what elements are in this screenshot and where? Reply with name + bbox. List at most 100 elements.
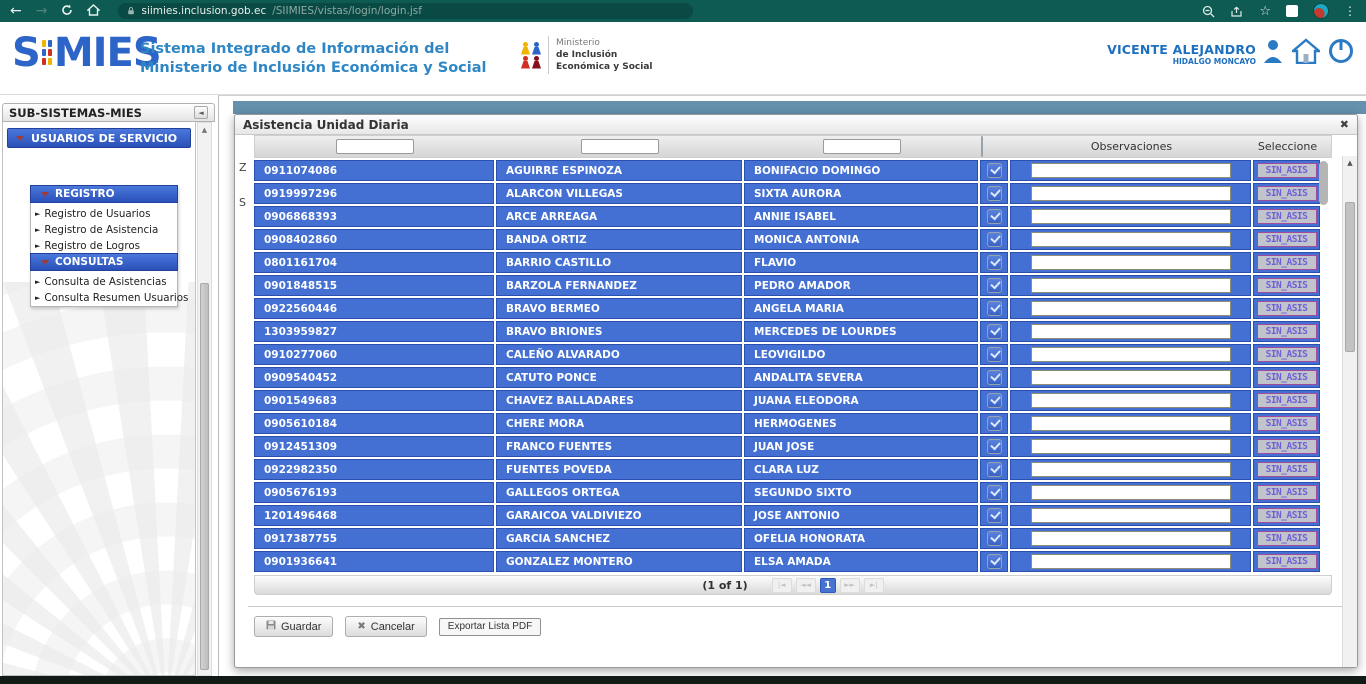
forward-icon[interactable]: → <box>35 3 48 19</box>
attendance-checkbox[interactable] <box>986 324 1002 339</box>
attendance-checkbox[interactable] <box>986 508 1002 523</box>
observacion-input[interactable] <box>1031 255 1231 270</box>
attendance-checkbox[interactable] <box>986 485 1002 500</box>
attendance-checkbox[interactable] <box>986 554 1002 569</box>
observacion-input[interactable] <box>1031 324 1231 339</box>
profile-icon[interactable] <box>1262 38 1284 68</box>
menu-item[interactable]: ► Registro de Logros <box>31 238 177 254</box>
observacion-input[interactable] <box>1031 485 1231 500</box>
estado-button[interactable]: SIN_ASIS <box>1256 255 1317 270</box>
sidebar-scrollbar-thumb[interactable] <box>200 283 209 670</box>
observacion-input[interactable] <box>1031 393 1231 408</box>
menu-group-header[interactable]: CONSULTAS <box>30 253 178 271</box>
filter-apellidos-input[interactable] <box>581 139 659 154</box>
back-icon[interactable]: ← <box>10 3 22 19</box>
estado-button[interactable]: SIN_ASIS <box>1256 508 1317 523</box>
home-shortcut-icon[interactable] <box>1289 38 1323 68</box>
cancel-button[interactable]: ✖ Cancelar <box>345 616 427 637</box>
estado-button[interactable]: SIN_ASIS <box>1256 370 1317 385</box>
menu-group-header[interactable]: REGISTRO <box>30 185 178 203</box>
cedula-cell: 0901549683 <box>254 390 494 411</box>
estado-button[interactable]: SIN_ASIS <box>1256 163 1317 178</box>
ministry-line1: Ministerio <box>556 37 600 48</box>
scroll-up-icon[interactable]: ▲ <box>201 126 208 134</box>
observacion-input[interactable] <box>1031 531 1231 546</box>
attendance-checkbox[interactable] <box>986 255 1002 270</box>
observacion-input[interactable] <box>1031 163 1231 178</box>
export-pdf-button[interactable]: Exportar Lista PDF <box>438 617 542 636</box>
observacion-input[interactable] <box>1031 209 1231 224</box>
menu-item[interactable]: ► Consulta Resumen Usuarios <box>31 290 188 306</box>
app-title-line1: Sistema Integrado de Información del <box>140 41 450 57</box>
attendance-checkbox[interactable] <box>986 416 1002 431</box>
attendance-checkbox[interactable] <box>986 370 1002 385</box>
extension-square-icon[interactable] <box>1286 5 1298 17</box>
select-all-checkbox[interactable] <box>981 136 983 157</box>
observaciones-header: Observaciones <box>1090 140 1173 153</box>
zoom-out-icon[interactable] <box>1202 5 1215 18</box>
menu-item[interactable]: ► Registro de Usuarios <box>31 206 177 222</box>
estado-button[interactable]: SIN_ASIS <box>1256 393 1317 408</box>
estado-button[interactable]: SIN_ASIS <box>1256 485 1317 500</box>
observacion-input[interactable] <box>1031 508 1231 523</box>
estado-button[interactable]: SIN_ASIS <box>1256 439 1317 454</box>
observacion-input[interactable] <box>1031 186 1231 201</box>
attendance-checkbox[interactable] <box>986 232 1002 247</box>
sidebar-scrollbar[interactable]: ▲ <box>197 122 212 676</box>
estado-button[interactable]: SIN_ASIS <box>1256 554 1317 569</box>
observacion-input[interactable] <box>1031 554 1231 569</box>
filter-nombres-input[interactable] <box>823 139 901 154</box>
observacion-input[interactable] <box>1031 462 1231 477</box>
reload-icon[interactable] <box>61 4 73 19</box>
estado-button[interactable]: SIN_ASIS <box>1256 209 1317 224</box>
taskbar <box>0 676 1366 684</box>
attendance-checkbox[interactable] <box>986 209 1002 224</box>
attendance-checkbox[interactable] <box>986 531 1002 546</box>
attendance-checkbox[interactable] <box>986 278 1002 293</box>
save-button[interactable]: Guardar <box>254 616 334 637</box>
attendance-checkbox[interactable] <box>986 301 1002 316</box>
page-1-button[interactable]: 1 <box>819 577 836 593</box>
estado-button[interactable]: SIN_ASIS <box>1256 347 1317 362</box>
observacion-input[interactable] <box>1031 370 1231 385</box>
attendance-checkbox[interactable] <box>986 393 1002 408</box>
share-icon[interactable] <box>1230 5 1244 18</box>
estado-button[interactable]: SIN_ASIS <box>1256 301 1317 316</box>
sidebar-collapse-button[interactable]: ◄ <box>194 106 208 119</box>
home-icon[interactable] <box>86 3 102 19</box>
estado-button[interactable]: SIN_ASIS <box>1256 462 1317 477</box>
attendance-checkbox[interactable] <box>986 163 1002 178</box>
table-scrollbar-thumb[interactable] <box>1319 161 1328 205</box>
observacion-input[interactable] <box>1031 439 1231 454</box>
estado-button[interactable]: SIN_ASIS <box>1256 416 1317 431</box>
estado-button[interactable]: SIN_ASIS <box>1256 531 1317 546</box>
apellidos-cell: ALARCON VILLEGAS <box>496 183 742 204</box>
apellidos-cell: CALEÑO ALVARADO <box>496 344 742 365</box>
bookmark-star-icon[interactable]: ☆ <box>1259 3 1271 19</box>
observacion-input[interactable] <box>1031 232 1231 247</box>
sidebar-panel-usuarios-de-servicio[interactable]: USUARIOS DE SERVICIO <box>7 128 191 148</box>
estado-button[interactable]: SIN_ASIS <box>1256 186 1317 201</box>
estado-button[interactable]: SIN_ASIS <box>1256 324 1317 339</box>
attendance-checkbox[interactable] <box>986 347 1002 362</box>
browser-menu-icon[interactable]: ⋮ <box>1344 4 1356 18</box>
observacion-input[interactable] <box>1031 347 1231 362</box>
estado-button[interactable]: SIN_ASIS <box>1256 278 1317 293</box>
menu-item[interactable]: ► Registro de Asistencia <box>31 222 177 238</box>
address-bar[interactable]: siimies.inclusion.gob.ec/SIIMIES/vistas/… <box>118 3 694 19</box>
observacion-input[interactable] <box>1031 416 1231 431</box>
menu-item[interactable]: ► Consulta de Asistencias <box>31 274 177 290</box>
observacion-input[interactable] <box>1031 278 1231 293</box>
estado-button[interactable]: SIN_ASIS <box>1256 232 1317 247</box>
filter-cedula-input[interactable] <box>336 139 414 154</box>
dialog-scrollbar[interactable]: ▲ <box>1342 156 1357 667</box>
attendance-checkbox[interactable] <box>986 462 1002 477</box>
dialog-scroll-up-icon[interactable]: ▲ <box>1347 159 1353 167</box>
attendance-checkbox[interactable] <box>986 439 1002 454</box>
observacion-input[interactable] <box>1031 301 1231 316</box>
logout-power-icon[interactable] <box>1328 38 1354 68</box>
attendance-checkbox[interactable] <box>986 186 1002 201</box>
browser-profile-avatar[interactable] <box>1313 3 1329 19</box>
close-icon[interactable]: ✖ <box>1339 118 1349 131</box>
dialog-scrollbar-thumb[interactable] <box>1345 202 1355 352</box>
